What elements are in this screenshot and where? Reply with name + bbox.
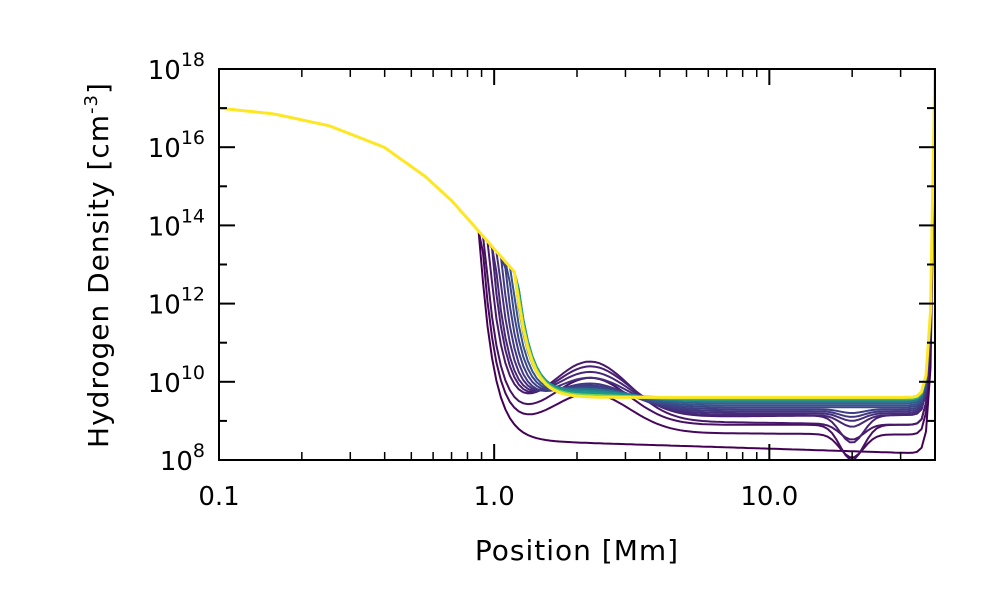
series-line-t24: [219, 69, 935, 399]
y-axis-label-close: ]: [82, 82, 115, 94]
y-tick-base: 10: [148, 212, 181, 242]
y-tick-base: 10: [148, 56, 181, 86]
y-tick-exponent: 10: [181, 362, 205, 384]
series-line-t16: [219, 69, 935, 401]
y-tick-label-5: 1018: [148, 49, 205, 86]
series-line-t14: [219, 69, 935, 403]
y-tick-base: 10: [148, 369, 181, 399]
series-line-t13: [219, 69, 935, 403]
x-tick-label-0: 0.1: [198, 482, 239, 512]
y-tick-exponent: 12: [181, 284, 205, 306]
y-axis-label: Hydrogen Density [cm-3]: [81, 82, 115, 448]
series-line-t20: [219, 69, 935, 399]
series-line-t11: [219, 72, 935, 407]
series-lines: [219, 69, 935, 460]
y-tick-label-4: 1016: [148, 127, 205, 164]
y-tick-label-3: 1014: [148, 205, 205, 242]
y-tick-exponent: 8: [193, 440, 205, 462]
series-line-t17: [219, 69, 935, 401]
series-line-t15: [219, 69, 935, 401]
series-line-t22: [219, 69, 935, 399]
y-tick-exponent: 16: [181, 127, 205, 149]
series-line-t12: [219, 70, 935, 405]
series-line-t06: [219, 82, 935, 428]
y-tick-exponent: 18: [181, 49, 205, 71]
y-tick-base: 10: [160, 447, 193, 477]
y-tick-label-2: 1012: [148, 284, 205, 321]
y-tick-exponent: 14: [181, 205, 205, 227]
series-line-t23: [219, 69, 935, 399]
x-tick-label-1: 1.0: [473, 482, 514, 512]
y-axis-label-main: Hydrogen Density [cm: [82, 114, 115, 448]
y-tick-base: 10: [148, 134, 181, 164]
series-line-t08: [219, 78, 935, 418]
series-line-t19: [219, 69, 935, 399]
y-tick-label-0: 108: [160, 440, 205, 477]
series-line-t21: [219, 69, 935, 399]
y-tick-label-1: 1010: [148, 362, 205, 399]
series-line-t09: [219, 76, 935, 414]
x-tick-label-2: 10.0: [740, 482, 798, 512]
x-axis-label: Position [Mm]: [475, 534, 679, 567]
y-tick-base: 10: [148, 291, 181, 321]
axis-ticks: [218, 68, 936, 461]
series-line-t18: [219, 69, 935, 401]
y-axis-label-exponent: -3: [81, 94, 102, 114]
